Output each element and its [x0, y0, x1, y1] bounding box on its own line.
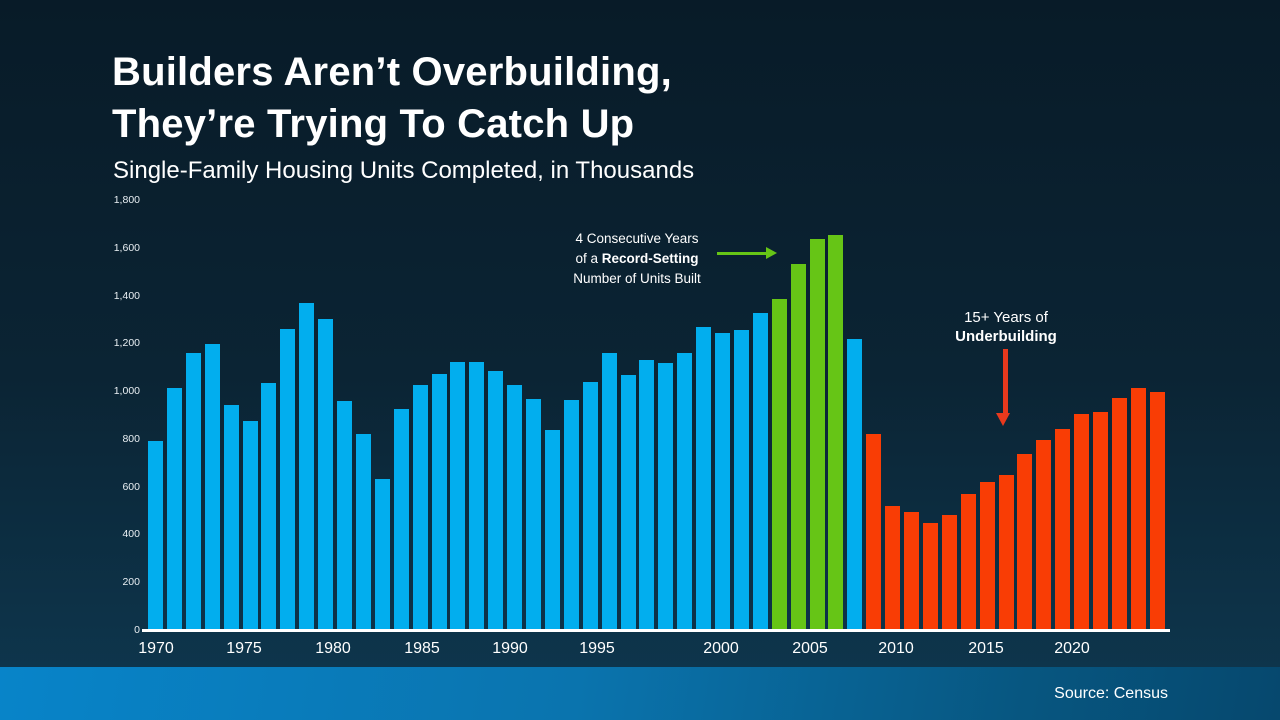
x-tick-2015: 2015: [968, 640, 1004, 657]
bar-1988: [488, 371, 504, 630]
bar-1986: [450, 362, 466, 630]
underbuilding-arrow-line: [1003, 349, 1008, 413]
x-axis-line: [142, 629, 1170, 632]
bar-1994: [601, 353, 617, 630]
bar-1974: [223, 405, 239, 630]
bar-1985: [431, 374, 447, 630]
bar-2000: [715, 333, 730, 630]
x-tick-1970: 1970: [138, 640, 174, 657]
bar-1981: [355, 434, 371, 630]
bar-2013: [960, 494, 976, 630]
bar-2009: [885, 506, 901, 630]
bar-1999: [696, 327, 712, 630]
bar-2008: [866, 434, 882, 630]
y-tick-800: 800: [122, 433, 140, 445]
y-tick-0: 0: [134, 624, 140, 636]
bar-2017: [1036, 440, 1052, 630]
y-tick-1800: 1,800: [113, 194, 140, 206]
bar-2001: [733, 330, 749, 630]
x-tick-1975: 1975: [226, 640, 262, 657]
bar-1977: [280, 329, 296, 630]
source-label: Source: Census: [1054, 684, 1168, 702]
bar-1983: [393, 409, 409, 630]
y-tick-1000: 1,000: [113, 385, 140, 397]
title-line-2: They’re Trying To Catch Up: [112, 102, 635, 146]
chart-subtitle: Single-Family Housing Units Completed, i…: [113, 157, 695, 184]
bar-2010: [904, 512, 919, 630]
bar-2005: [809, 239, 825, 630]
underbuilding-arrow-head-icon: [996, 413, 1010, 426]
x-tick-1985: 1985: [404, 640, 440, 657]
bar-1973: [204, 344, 220, 630]
bar-1991: [544, 430, 560, 630]
bar-2004: [790, 264, 806, 630]
annotation-underbuilding-line-1: 15+ Years of: [964, 309, 1048, 326]
bar-2011: [922, 523, 938, 630]
annotation-record-setting: 4 Consecutive Years of a Record-Setting …: [552, 229, 722, 289]
annotation-record-line-3: Number of Units Built: [573, 271, 701, 286]
bar-2021: [1111, 398, 1127, 630]
bar-2006: [828, 235, 844, 630]
y-tick-400: 400: [122, 528, 140, 540]
bar-1976: [261, 383, 277, 630]
y-tick-1200: 1,200: [113, 337, 140, 349]
x-tick-2010: 2010: [878, 640, 914, 657]
bar-1978: [299, 303, 315, 630]
bar-2015: [998, 475, 1014, 630]
footer-band: Source: Census: [0, 667, 1280, 720]
bar-2007: [847, 339, 863, 630]
bar-1996: [639, 360, 655, 630]
bar-2022: [1130, 388, 1146, 630]
x-tick-1980: 1980: [315, 640, 351, 657]
bar-2018: [1055, 429, 1071, 630]
bar-1997: [658, 363, 674, 630]
annotation-record-line-1: 4 Consecutive Years: [575, 231, 699, 246]
page-title: Builders Aren’t Overbuilding, They’re Tr…: [112, 46, 672, 150]
bar-2016: [1017, 454, 1033, 630]
x-tick-1995: 1995: [579, 640, 615, 657]
bar-1972: [185, 353, 201, 630]
bar-2012: [941, 515, 957, 630]
bar-1993: [582, 382, 598, 630]
bar-1980: [337, 401, 352, 630]
bar-2019: [1074, 414, 1090, 630]
y-tick-1600: 1,600: [113, 242, 140, 254]
x-tick-2020: 2020: [1054, 640, 1090, 657]
bar-1971: [166, 388, 182, 630]
y-tick-1400: 1,400: [113, 290, 140, 302]
bar-2014: [979, 482, 995, 630]
bar-1982: [374, 479, 390, 630]
bar-2003: [771, 299, 787, 630]
record-arrow-head-icon: [766, 247, 777, 259]
x-tick-2005: 2005: [792, 640, 828, 657]
bar-1975: [242, 421, 258, 630]
y-tick-200: 200: [122, 576, 140, 588]
bar-2020: [1093, 412, 1108, 630]
bar-2002: [752, 313, 768, 630]
x-tick-2000: 2000: [703, 640, 739, 657]
bar-1995: [620, 375, 636, 630]
bar-1979: [318, 319, 334, 630]
annotation-record-line-2: of a Record-Setting: [575, 251, 699, 266]
x-tick-1990: 1990: [492, 640, 528, 657]
bar-2023: [1149, 392, 1165, 630]
bar-1990: [526, 399, 541, 630]
annotation-underbuilding-line-2: Underbuilding: [955, 328, 1057, 345]
bar-1984: [412, 385, 428, 630]
bar-1998: [677, 353, 693, 630]
title-line-1: Builders Aren’t Overbuilding,: [112, 50, 672, 94]
y-tick-600: 600: [122, 481, 140, 493]
record-arrow-line: [717, 252, 766, 255]
bar-1987: [469, 362, 485, 630]
bar-1970: [148, 441, 163, 630]
bar-1989: [507, 385, 523, 630]
bar-1992: [563, 400, 579, 630]
annotation-underbuilding: 15+ Years of Underbuilding: [920, 308, 1092, 346]
